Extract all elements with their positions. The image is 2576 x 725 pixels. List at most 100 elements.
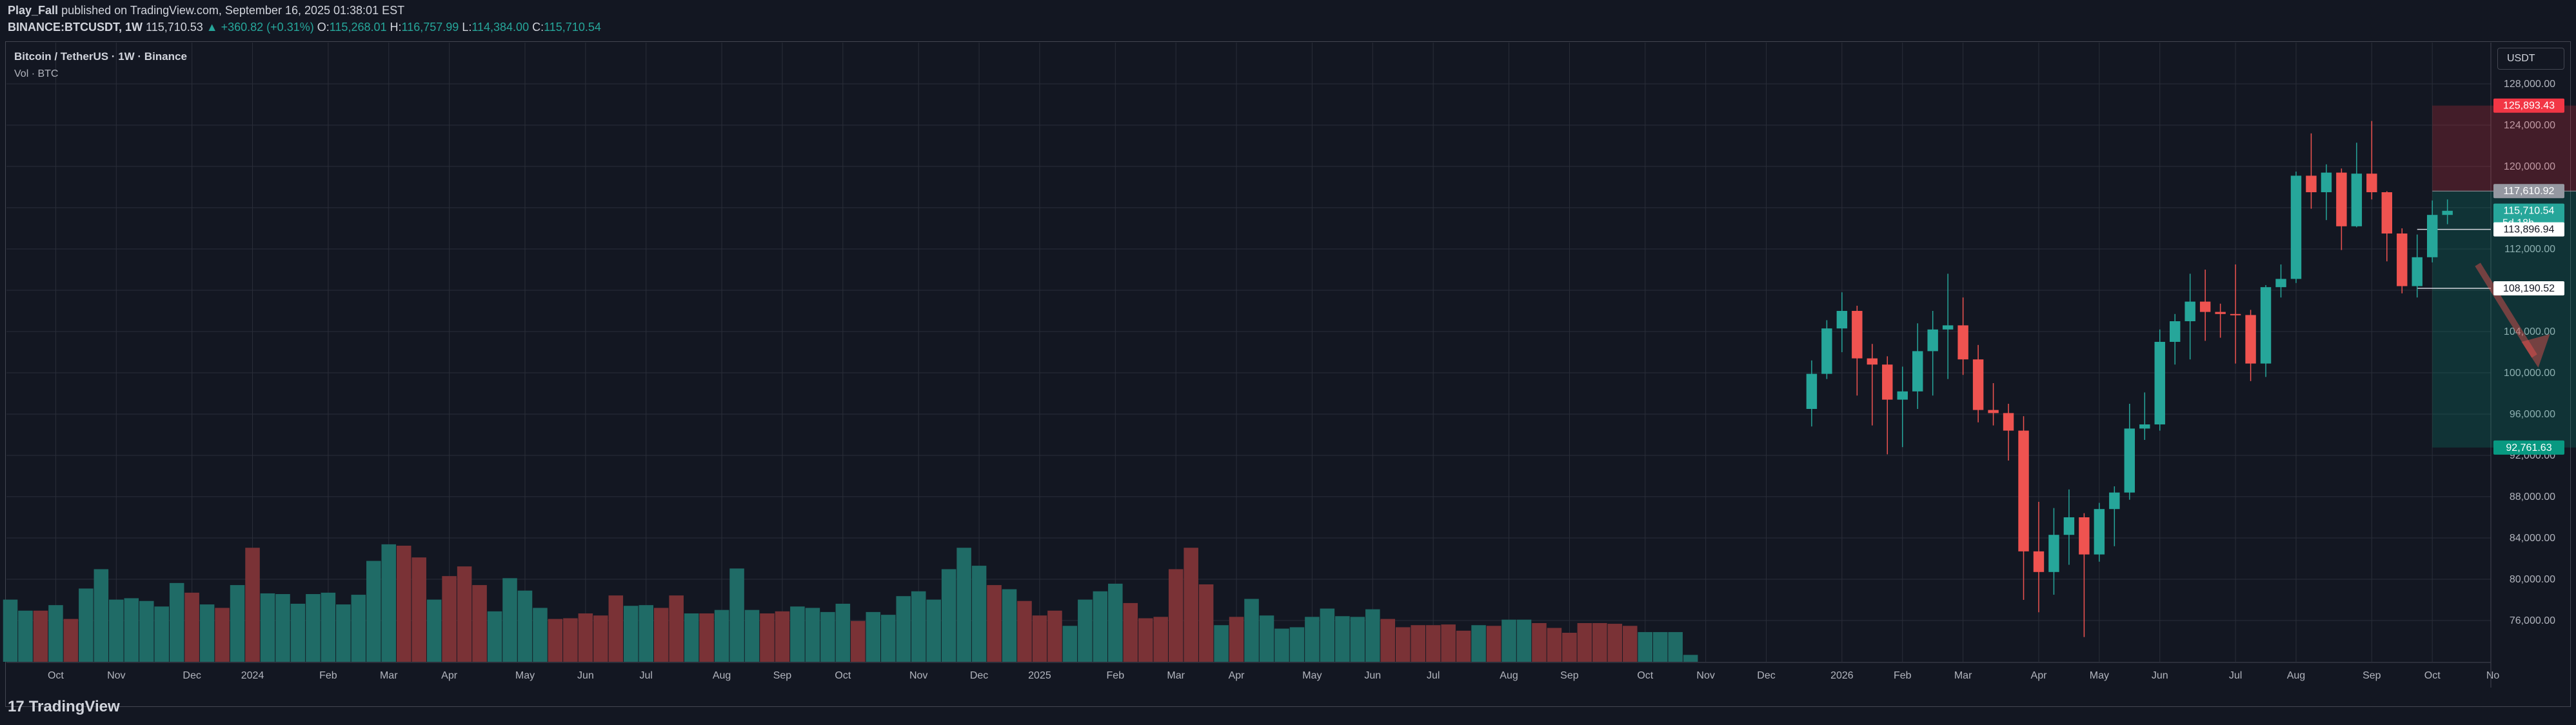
- volume-bar: [911, 591, 926, 662]
- price-tag-label: 113,896.94: [2504, 224, 2555, 235]
- volume-bar: [487, 611, 502, 662]
- x-tick-label: Feb: [1894, 670, 1912, 681]
- volume-bar: [184, 592, 199, 662]
- price-tag: [2493, 184, 2564, 199]
- volume-bar: [336, 604, 351, 662]
- volume-bar: [1547, 628, 1562, 662]
- symbol-interval: BINANCE:BTCUSDT, 1W: [8, 21, 143, 34]
- volume-bar: [1168, 569, 1184, 662]
- candle-body: [2063, 517, 2075, 535]
- volume-bar: [1668, 631, 1683, 662]
- candle-body: [1836, 311, 1848, 329]
- volume-bar: [139, 601, 154, 662]
- price-tag: [2493, 98, 2564, 113]
- chart-header: Play_Fall published on TradingView.com, …: [0, 0, 2576, 37]
- chart-legend-title[interactable]: Bitcoin / TetherUS · 1W · Binance: [14, 50, 187, 63]
- price-tag-label: 125,893.43: [2503, 101, 2555, 112]
- chart-frame[interactable]: [5, 41, 2571, 707]
- volume-bar: [1259, 615, 1274, 662]
- volume-bar: [563, 618, 578, 662]
- volume-bar: [1456, 630, 1471, 662]
- candle-body: [2079, 517, 2090, 555]
- candle-body: [1942, 325, 1954, 330]
- volume-bar: [1501, 619, 1516, 662]
- x-tick-label: Dec: [970, 670, 988, 681]
- candle-body: [2094, 509, 2105, 555]
- volume-bar: [835, 604, 851, 662]
- volume-bar: [33, 610, 48, 662]
- candle-body: [2003, 413, 2014, 431]
- volume-bar: [1350, 617, 1365, 662]
- volume-bar: [1471, 625, 1486, 662]
- author-name[interactable]: Play_Fall: [8, 4, 59, 17]
- x-tick-label: Sep: [2363, 670, 2381, 681]
- volume-bar: [1305, 617, 1320, 662]
- y-tick-label: 112,000.00: [2504, 244, 2555, 255]
- volume-bar: [1411, 625, 1425, 662]
- volume-bar: [396, 546, 411, 662]
- candle-body: [1957, 325, 1968, 360]
- x-tick-label: Sep: [1560, 670, 1579, 681]
- volume-bar: [79, 588, 94, 662]
- volume-bar: [1623, 626, 1638, 662]
- volume-bar: [63, 619, 79, 662]
- volume-bar: [669, 595, 684, 662]
- volume-bar: [351, 595, 366, 662]
- volume-bar: [1486, 626, 1501, 662]
- symbol-line: BINANCE:BTCUSDT, 1W 115,710.53 ▲ +360.82…: [8, 19, 601, 35]
- high-value: 116,757.99: [401, 21, 459, 34]
- volume-bar: [48, 605, 63, 662]
- candle-body: [2033, 551, 2045, 572]
- y-tick-label: 84,000.00: [2510, 533, 2555, 544]
- candle-body: [2139, 424, 2150, 429]
- volume-bar: [1380, 619, 1396, 662]
- candle-body: [1972, 359, 1984, 410]
- open-label: O:: [317, 21, 330, 34]
- volume-bar: [744, 610, 760, 662]
- volume-bar: [1365, 609, 1380, 662]
- volume-bar: [1592, 623, 1607, 662]
- volume-bar: [987, 585, 1002, 662]
- volume-bar: [154, 606, 169, 662]
- volume-bar: [230, 585, 245, 662]
- candle-body: [2336, 172, 2347, 226]
- tradingview-brand[interactable]: 17 TradingView: [8, 698, 120, 716]
- volume-bar: [1138, 618, 1153, 662]
- volume-bar: [18, 610, 33, 662]
- volume-bar: [548, 619, 563, 662]
- candle-body: [2230, 313, 2241, 315]
- close-value: 115,710.54: [544, 21, 601, 34]
- low-label: L:: [462, 21, 472, 34]
- x-tick-label: Oct: [2424, 670, 2441, 681]
- currency-button[interactable]: USDT: [2497, 48, 2564, 70]
- volume-bar: [653, 608, 669, 662]
- volume-bar: [1532, 623, 1547, 662]
- volume-bar: [820, 611, 835, 662]
- x-tick-label: Jul: [640, 670, 653, 681]
- x-tick-label: Dec: [1757, 670, 1775, 681]
- close-label: C:: [532, 21, 544, 34]
- volume-bar: [1638, 631, 1653, 662]
- candle-body: [2169, 321, 2181, 342]
- x-tick-label: May: [515, 670, 535, 681]
- y-tick-label: 128,000.00: [2504, 79, 2555, 90]
- x-tick-label: Aug: [713, 670, 731, 681]
- candle-body: [2442, 210, 2453, 215]
- publish-info: published on TradingView.com, September …: [61, 4, 405, 17]
- y-tick-label: 88,000.00: [2510, 492, 2555, 502]
- volume-bar: [260, 593, 275, 662]
- y-tick-label: 100,000.00: [2504, 368, 2555, 379]
- candle-body: [2245, 315, 2256, 364]
- volume-bar: [502, 578, 517, 662]
- volume-bar: [714, 610, 729, 662]
- volume-legend[interactable]: Vol · BTC: [14, 68, 59, 79]
- candle-body: [2199, 301, 2211, 312]
- x-tick-label: Dec: [183, 670, 201, 681]
- volume-bar: [578, 613, 593, 662]
- high-label: H:: [390, 21, 402, 34]
- candle-body: [2381, 192, 2393, 233]
- candle-body: [1927, 329, 1938, 352]
- x-tick-label: 2025: [1028, 670, 1051, 681]
- volume-bar: [1214, 625, 1229, 662]
